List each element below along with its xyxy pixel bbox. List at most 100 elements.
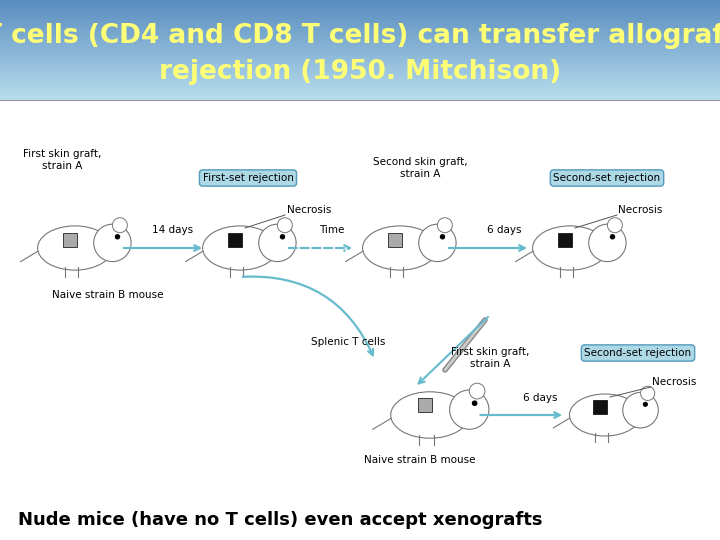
Bar (0, 51, 720, 52)
Bar (0, 83, 720, 84)
Bar (0, 72, 720, 73)
Bar (0, 78, 720, 79)
Bar (558, 233, 572, 247)
Bar (0, 19, 720, 20)
Bar (0, 97, 720, 98)
Text: Naive strain B mouse: Naive strain B mouse (364, 455, 476, 465)
Circle shape (440, 234, 445, 240)
Bar (0, 60, 720, 62)
Bar (418, 397, 433, 413)
Bar (0, 63, 720, 64)
Circle shape (608, 218, 622, 233)
Text: rejection (1950. Mitchison): rejection (1950. Mitchison) (159, 59, 561, 85)
Bar (0, 15, 720, 16)
Bar (0, 16, 720, 17)
Bar (0, 21, 720, 22)
Bar (0, 91, 720, 92)
Bar (0, 81, 720, 82)
Bar (0, 64, 720, 65)
Bar (0, 98, 720, 99)
Ellipse shape (391, 392, 469, 438)
Ellipse shape (570, 394, 641, 436)
Bar (0, 39, 720, 40)
Bar (0, 68, 720, 69)
Bar (0, 57, 720, 58)
Text: 6 days: 6 days (487, 225, 521, 235)
Bar (0, 18, 720, 19)
Bar (0, 74, 720, 75)
Bar (0, 25, 720, 26)
Bar (0, 38, 720, 39)
Circle shape (438, 218, 452, 233)
Bar (0, 35, 720, 36)
Bar (0, 82, 720, 83)
Bar (0, 49, 720, 50)
Bar (0, 17, 720, 18)
Bar (0, 28, 720, 29)
Bar (0, 69, 720, 70)
Bar (0, 23, 720, 24)
Bar (0, 30, 720, 31)
Bar (0, 90, 720, 91)
Bar (0, 14, 720, 15)
Circle shape (469, 383, 485, 399)
Bar (0, 8, 720, 9)
Bar (0, 10, 720, 11)
Bar (0, 26, 720, 28)
Bar (0, 99, 720, 100)
Bar (0, 32, 720, 33)
Bar (0, 50, 720, 51)
Bar (0, 46, 720, 47)
Bar (0, 84, 720, 85)
Text: Nude mice (have no T cells) even accept xenografts: Nude mice (have no T cells) even accept … (18, 511, 542, 529)
Bar (0, 31, 720, 32)
Bar (0, 77, 720, 78)
Bar (0, 79, 720, 80)
Bar (0, 17, 720, 18)
Bar (0, 59, 720, 60)
Bar (0, 6, 720, 8)
Bar (0, 43, 720, 44)
Bar (0, 85, 720, 86)
Text: Time: Time (319, 225, 345, 235)
Bar (0, 96, 720, 97)
Bar (0, 67, 720, 68)
Bar (0, 52, 720, 53)
Circle shape (258, 224, 296, 261)
Bar (0, 77, 720, 78)
Bar (0, 86, 720, 87)
Bar (0, 38, 720, 39)
Bar (0, 39, 720, 40)
Bar (0, 98, 720, 99)
Bar (0, 23, 720, 24)
Bar (0, 43, 720, 44)
Bar (0, 8, 720, 9)
Circle shape (94, 224, 131, 261)
Bar (0, 79, 720, 80)
Bar (0, 91, 720, 92)
Bar (0, 48, 720, 49)
Ellipse shape (37, 226, 112, 270)
Text: T cells (CD4 and CD8 T cells) can transfer allograft: T cells (CD4 and CD8 T cells) can transf… (0, 23, 720, 49)
Circle shape (589, 224, 626, 261)
Text: Necrosis: Necrosis (618, 205, 662, 215)
Bar (0, 20, 720, 21)
Text: Second-set rejection: Second-set rejection (585, 348, 692, 358)
Bar (0, 27, 720, 28)
Bar (0, 70, 720, 71)
Bar (0, 76, 720, 77)
Circle shape (449, 390, 489, 429)
Bar (0, 53, 720, 54)
Bar (0, 56, 720, 57)
Bar (0, 69, 720, 70)
Bar (0, 24, 720, 25)
Bar (0, 32, 720, 33)
Bar (0, 56, 720, 57)
Bar (0, 2, 720, 3)
Bar (0, 29, 720, 30)
Bar (0, 19, 720, 21)
Bar (0, 93, 720, 94)
Bar (0, 55, 720, 56)
Bar (0, 1, 720, 2)
Ellipse shape (533, 226, 608, 270)
